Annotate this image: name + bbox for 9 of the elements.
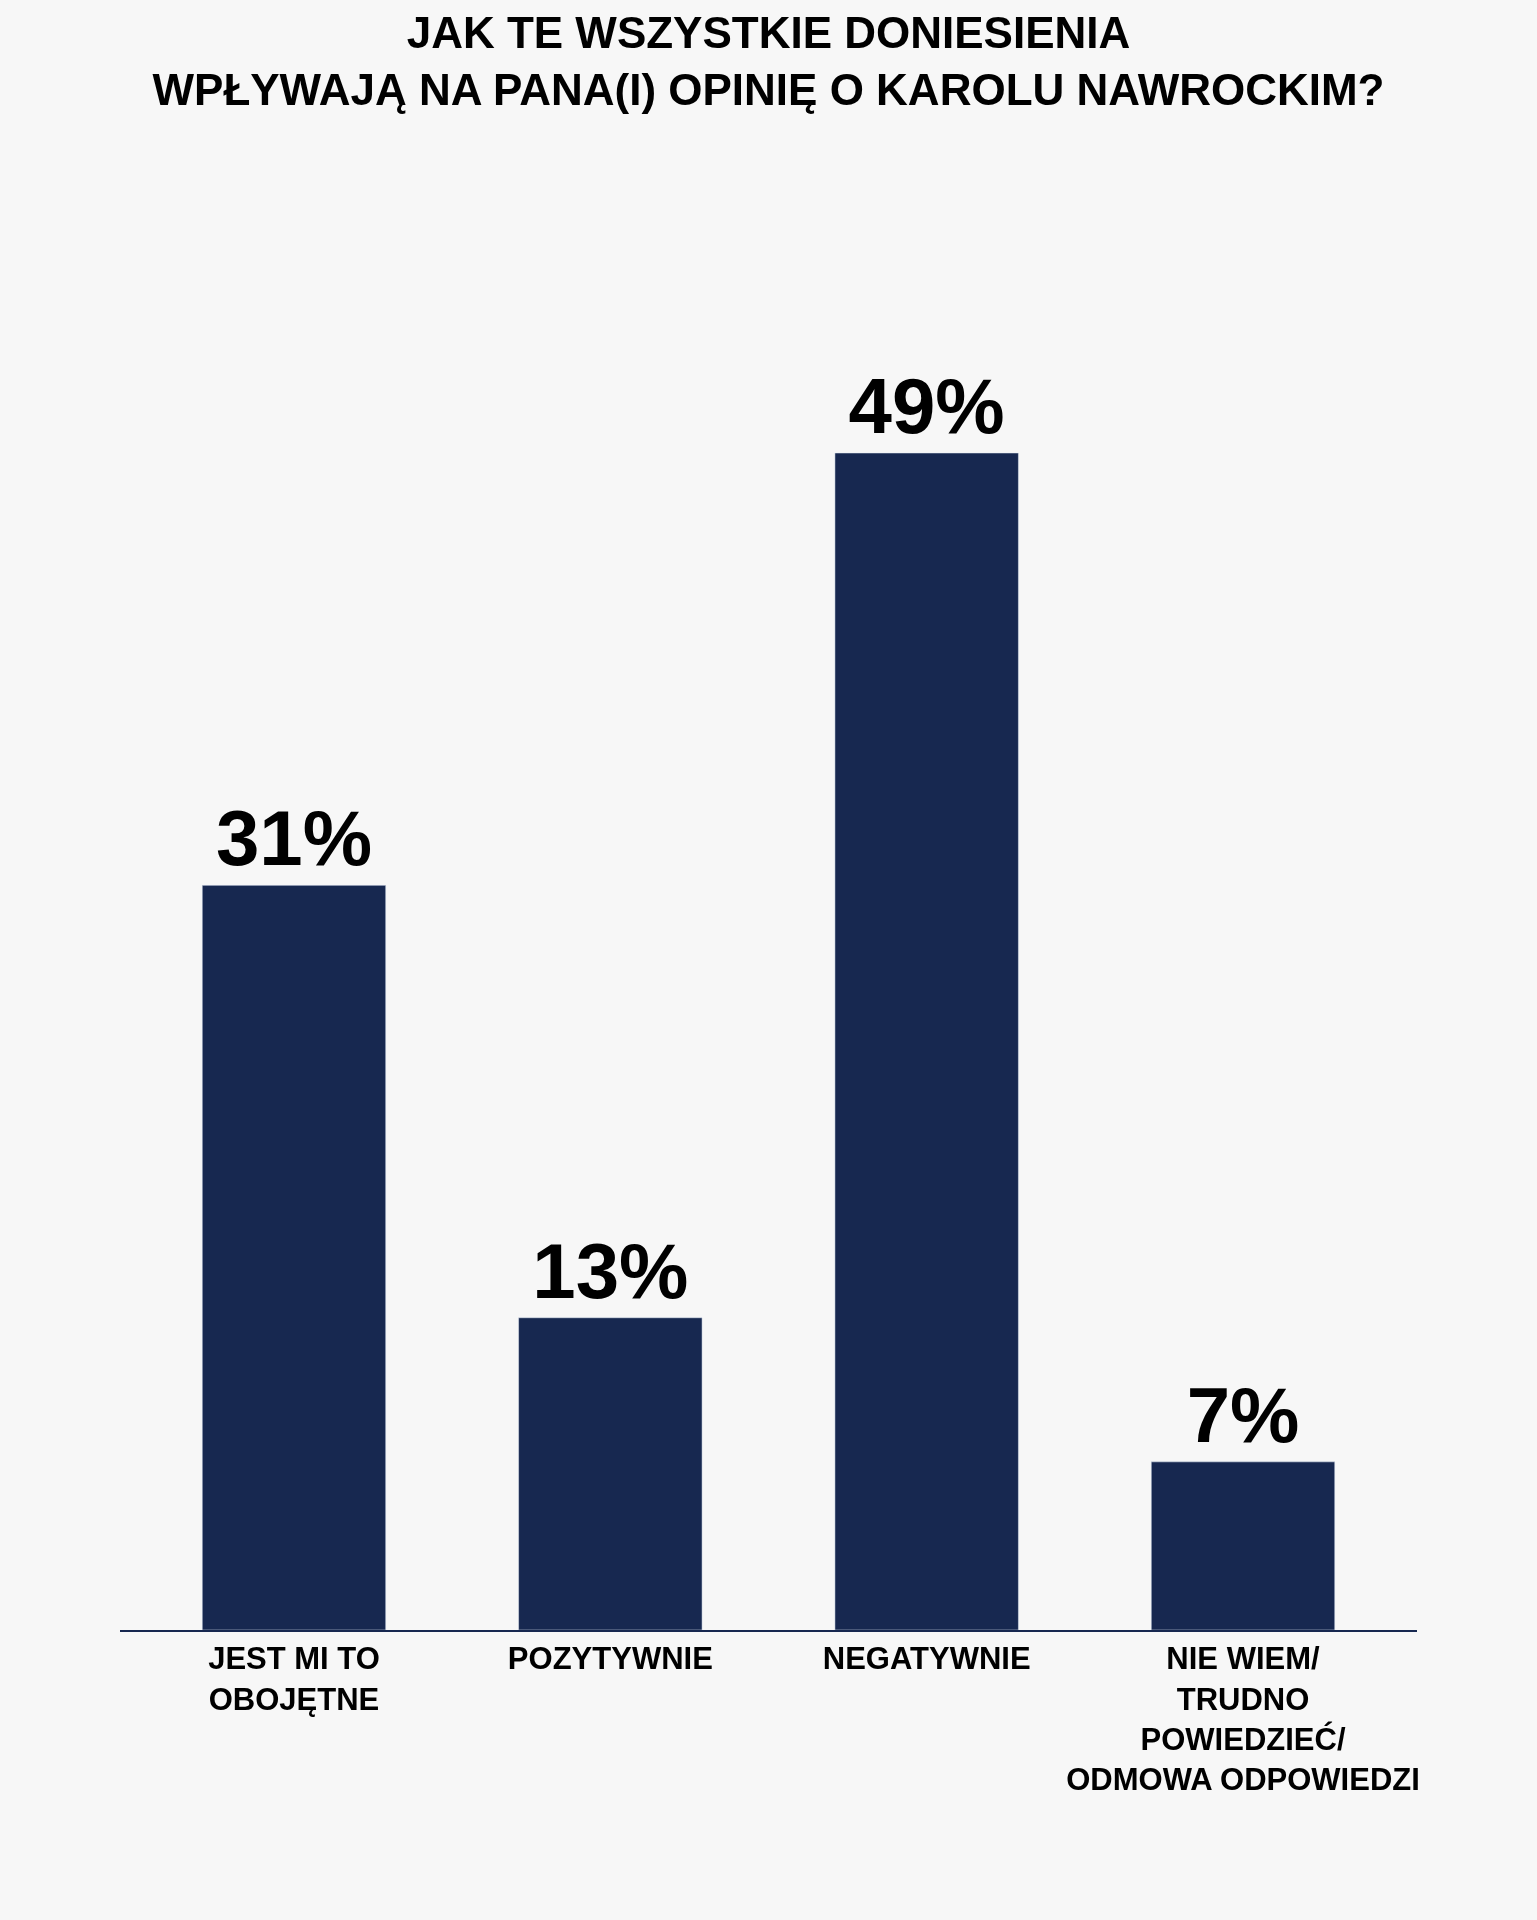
x-tick-label: NIE WIEM/ TRUDNO POWIEDZIEĆ/ ODMOWA ODPOWIEDZI bbox=[1066, 1641, 1420, 1798]
data-label: 31% bbox=[215, 794, 373, 883]
chart-title: JAK TE WSZYSTKIE DONIESIENIA WPŁYWAJĄ NA PANA(I) OPINIĘ O KAROLU NAWROCKIM? bbox=[152, 8, 1385, 115]
data-label: 49% bbox=[848, 362, 1005, 451]
x-tick-label: JEST MI TO OBOJĘTNE bbox=[208, 1641, 380, 1717]
x-tick-label: POZYTYWNIE bbox=[507, 1641, 713, 1677]
x-tick-label: NEGATYWNIE bbox=[822, 1641, 1031, 1677]
data-label: 7% bbox=[1186, 1370, 1300, 1459]
data-label: 13% bbox=[532, 1226, 689, 1315]
